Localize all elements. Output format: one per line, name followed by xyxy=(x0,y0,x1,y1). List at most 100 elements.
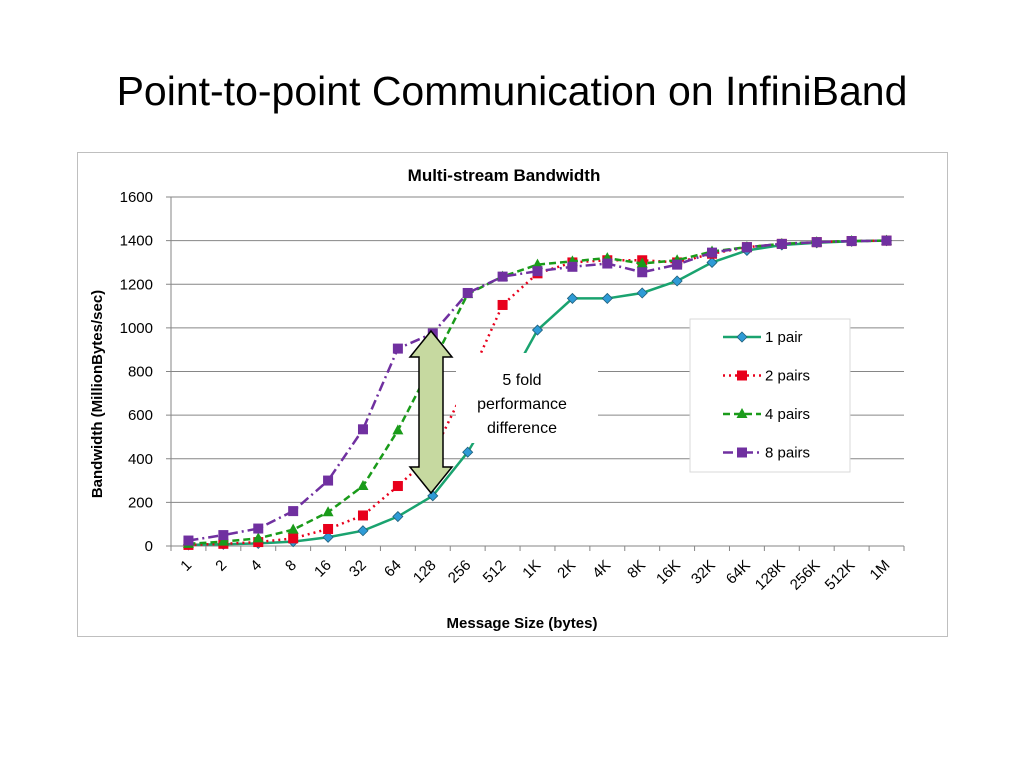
data-point xyxy=(322,531,334,543)
y-tick-label: 1200 xyxy=(120,276,153,293)
x-tick-label: 2K xyxy=(554,557,579,582)
x-tick-labels: 1 2 4 8 16 32 64 128 256 512 1K 2K 4K 8K 16K 32K 64K128K… xyxy=(177,557,893,594)
x-tick-label: 64K xyxy=(723,557,754,588)
x-tick-label: 1M xyxy=(867,557,894,584)
data-point xyxy=(357,424,368,435)
data-point xyxy=(736,331,748,343)
data-point xyxy=(776,238,787,249)
x-tick-label: 256K xyxy=(787,557,824,594)
annotation-box xyxy=(456,353,598,443)
data-point xyxy=(567,261,578,272)
data-point xyxy=(322,506,334,517)
x-tick-label: 4K xyxy=(589,557,614,582)
x-tick-label: 64 xyxy=(381,557,405,581)
data-point xyxy=(706,256,718,269)
y-tick-label: 400 xyxy=(128,451,153,468)
x-tick-label: 4 xyxy=(247,557,265,575)
data-point xyxy=(532,258,543,269)
data-point xyxy=(601,292,613,304)
data-point xyxy=(497,299,508,310)
x-tick-label: 512 xyxy=(480,557,510,587)
data-point xyxy=(183,535,194,546)
data-point xyxy=(288,506,299,517)
x-tick-label: 512K xyxy=(822,557,859,594)
data-point xyxy=(672,259,683,270)
data-point xyxy=(707,247,718,258)
data-point xyxy=(532,266,543,277)
x-tick-label: 1K xyxy=(519,557,544,582)
data-point xyxy=(218,530,229,541)
chart-title: Multi-stream Bandwidth xyxy=(408,166,601,185)
data-point xyxy=(737,447,747,458)
data-point xyxy=(737,370,747,381)
data-point xyxy=(392,481,403,492)
data-point xyxy=(811,237,822,248)
legend-label: 1 pair xyxy=(765,329,803,346)
data-point xyxy=(671,275,683,287)
x-tick-label: 128K xyxy=(752,557,789,594)
data-point xyxy=(287,523,299,534)
data-point xyxy=(497,271,508,282)
data-point xyxy=(288,533,299,544)
y-tick-label: 1000 xyxy=(120,320,153,337)
annotation: 5 fold performance difference xyxy=(408,329,598,495)
data-point xyxy=(531,324,544,336)
legend-box xyxy=(689,318,851,473)
data-point xyxy=(566,292,578,304)
y-tick-label: 1400 xyxy=(120,233,153,250)
data-point xyxy=(637,267,648,278)
data-point xyxy=(357,525,369,537)
x-tick-label: 32K xyxy=(688,557,719,588)
data-point xyxy=(392,510,404,523)
data-point xyxy=(881,235,892,246)
y-tick-label: 600 xyxy=(128,407,153,424)
data-point xyxy=(323,475,334,486)
double-arrow xyxy=(408,329,454,495)
y-tick-label: 200 xyxy=(128,494,153,511)
data-point xyxy=(462,446,474,458)
data-point xyxy=(462,287,473,298)
x-tick-label: 1 xyxy=(177,557,195,575)
legend-label: 2 pairs xyxy=(765,368,810,385)
data-point xyxy=(252,532,264,543)
data-point xyxy=(636,287,648,299)
x-tick-label: 16 xyxy=(311,557,335,581)
chart-frame: Multi-stream Bandwidth 0 200 400 600 800 1000… xyxy=(77,152,948,637)
data-point xyxy=(392,424,404,435)
x-tick-label: 128 xyxy=(410,557,440,587)
data-point xyxy=(636,257,648,268)
annotation-text: 5 fold xyxy=(502,372,541,389)
data-point xyxy=(357,510,368,521)
data-point xyxy=(602,258,613,269)
legend: 1 pair 2 pairs 4 pairs 8 pairs xyxy=(689,318,851,473)
data-point xyxy=(357,480,369,491)
series-group xyxy=(182,234,893,551)
y-tick-label: 1600 xyxy=(120,189,153,206)
annotation-text: performance xyxy=(477,396,567,413)
bandwidth-chart: Multi-stream Bandwidth 0 200 400 600 800 1000… xyxy=(89,166,905,632)
data-point xyxy=(253,523,264,534)
x-tick-label: 32 xyxy=(346,557,370,581)
x-axis-title: Message Size (bytes) xyxy=(447,615,598,632)
x-tick-label: 256 xyxy=(445,557,475,587)
x-tick-label: 8K xyxy=(624,557,649,582)
series-line xyxy=(188,239,887,542)
y-axis-title: Bandwidth (MillionBytes/sec) xyxy=(89,290,106,498)
data-point xyxy=(741,242,752,253)
annotation-text: difference xyxy=(487,420,557,437)
data-point xyxy=(736,408,748,418)
legend-label: 4 pairs xyxy=(765,406,810,423)
data-point xyxy=(217,535,229,546)
data-point xyxy=(392,343,403,354)
y-tick-labels: 0 200 400 600 800 1000 1200 1400 1600 xyxy=(120,189,153,555)
x-tick-label: 16K xyxy=(653,557,684,588)
x-tick-label: 2 xyxy=(212,557,230,575)
data-point xyxy=(323,523,334,534)
legend-label: 8 pairs xyxy=(765,445,810,462)
data-point xyxy=(846,236,857,247)
y-tick-label: 800 xyxy=(128,364,153,381)
data-point xyxy=(427,490,439,502)
x-tick-label: 8 xyxy=(282,557,300,575)
y-tick-label: 0 xyxy=(145,538,153,555)
slide-title: Point-to-point Communication on InfiniBa… xyxy=(116,68,908,114)
